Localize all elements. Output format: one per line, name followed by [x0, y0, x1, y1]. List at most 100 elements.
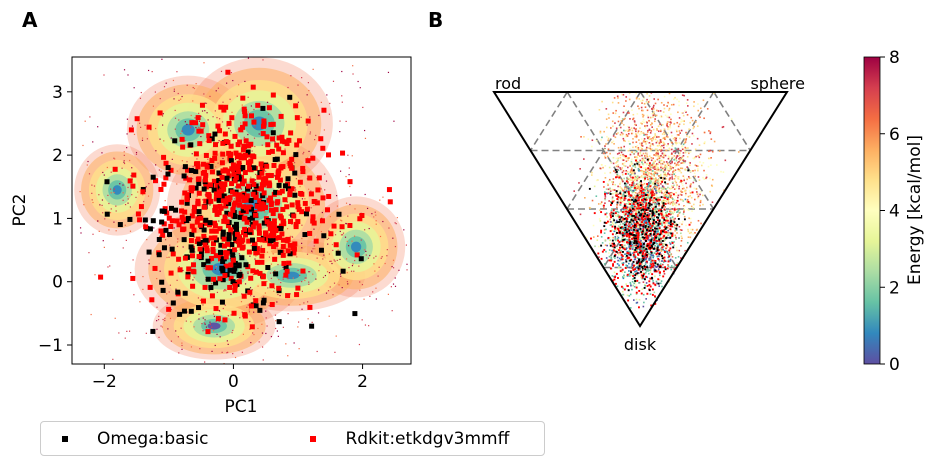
- density-speck: [92, 141, 94, 143]
- rdkit-point: [203, 152, 209, 158]
- ternary-bg-point: [652, 200, 654, 203]
- ternary-bg-point: [703, 117, 705, 120]
- ternary-bg-point: [643, 259, 646, 262]
- ternary-bg-point: [649, 147, 652, 150]
- ternary-bg-point: [611, 208, 613, 210]
- density-speck: [345, 202, 348, 204]
- ternary-bg-point: [615, 240, 617, 243]
- ternary-bg-point: [633, 285, 636, 288]
- rdkit-point: [280, 243, 286, 249]
- ternary-bg-point: [621, 163, 624, 165]
- ternary-bg-point: [654, 187, 656, 190]
- ternary-bg-point: [643, 102, 646, 105]
- ternary-bg-point: [624, 246, 626, 249]
- ternary-bg-point: [710, 184, 713, 187]
- rdkit-point: [158, 228, 164, 234]
- ternary-bg-point: [648, 99, 651, 102]
- ternary-bg-point: [671, 208, 674, 210]
- ternary-bg-point: [627, 230, 630, 233]
- ternary-bg-point: [689, 184, 692, 187]
- rdkit-point: [193, 161, 199, 167]
- density-speck: [176, 183, 178, 185]
- ternary-bg-point: [652, 195, 654, 198]
- ternary-bg-point: [693, 105, 695, 108]
- ternary-bg-point: [633, 196, 636, 199]
- rdkit-point: [251, 181, 257, 187]
- ternary-bg-point: [685, 192, 687, 195]
- ternary-bg-point: [657, 182, 659, 185]
- density-speck: [181, 95, 183, 98]
- ternary-bg-point: [611, 120, 614, 123]
- density-speck: [307, 318, 309, 320]
- ternary-bg-point: [616, 235, 619, 238]
- ternary-bg-point: [653, 164, 655, 166]
- ternary-bg-point: [607, 137, 610, 140]
- ternary-bg-point: [632, 117, 635, 120]
- ternary-bg-point: [675, 201, 678, 204]
- rdkit-point: [198, 215, 204, 221]
- rdkit-point: [299, 209, 305, 215]
- density-speck: [312, 68, 314, 70]
- ternary-bg-point: [672, 150, 675, 153]
- ternary-bg-point: [621, 188, 623, 190]
- density-speck: [209, 204, 211, 206]
- ternary-bg-point: [658, 242, 661, 244]
- ternary-bg-point: [665, 161, 668, 163]
- ternary-bg-point: [647, 178, 649, 181]
- ternary-bg-point: [647, 191, 649, 194]
- ternary-bg-point: [625, 160, 628, 163]
- density-speck: [214, 344, 216, 347]
- rdkit-point: [233, 175, 239, 181]
- ternary-bg-point: [663, 137, 666, 139]
- rdkit-point: [269, 302, 275, 308]
- omega-point: [217, 249, 223, 255]
- ternary-bg-point: [689, 162, 691, 164]
- ternary-bg-point: [672, 167, 674, 169]
- rdkit-point: [217, 226, 223, 232]
- ternary-bg-point: [644, 284, 647, 287]
- rdkit-point: [232, 287, 238, 293]
- density-speck: [384, 262, 386, 265]
- density-speck: [104, 218, 106, 220]
- rdkit-point: [286, 260, 292, 266]
- ternary-bg-point: [678, 160, 680, 163]
- ternary-bg-point: [664, 199, 666, 202]
- density-speck: [294, 187, 296, 189]
- omega-point: [237, 271, 243, 277]
- density-speck: [186, 123, 188, 125]
- density-speck: [262, 359, 264, 361]
- ternary-bg-point: [648, 272, 650, 275]
- ternary-bg-point: [690, 170, 693, 172]
- density-speck: [254, 179, 256, 181]
- density-speck: [129, 159, 131, 162]
- ternary-bg-point: [629, 283, 632, 286]
- omega-point: [213, 280, 219, 286]
- rdkit-point: [228, 143, 234, 149]
- ternary-bg-point: [604, 165, 607, 167]
- ternary-bg-point: [709, 132, 712, 135]
- omega-point: [165, 171, 171, 177]
- rdkit-point: [189, 223, 195, 229]
- ternary-bg-point: [654, 102, 657, 105]
- ternary-rdkit-point: [626, 214, 629, 217]
- rdkit-point: [259, 253, 265, 259]
- ternary-bg-point: [662, 196, 665, 199]
- ternary-bg-point: [636, 113, 639, 115]
- rdkit-point: [195, 216, 201, 222]
- omega-point: [201, 227, 207, 233]
- ternary-bg-point: [635, 222, 638, 225]
- ternary-bg-point: [643, 284, 646, 286]
- ternary-bg-point: [709, 190, 711, 193]
- rdkit-point: [253, 212, 259, 218]
- density-speck: [158, 336, 160, 338]
- omega-point: [229, 241, 235, 247]
- density-speck: [213, 315, 216, 318]
- ternary-bg-point: [609, 171, 612, 174]
- rdkit-point: [208, 198, 214, 204]
- density-speck: [80, 232, 82, 234]
- ternary-bg-point: [661, 167, 664, 170]
- ternary-bg-point: [616, 263, 619, 265]
- density-speck: [375, 255, 377, 257]
- density-speck: [218, 309, 220, 312]
- rdkit-point: [261, 118, 267, 124]
